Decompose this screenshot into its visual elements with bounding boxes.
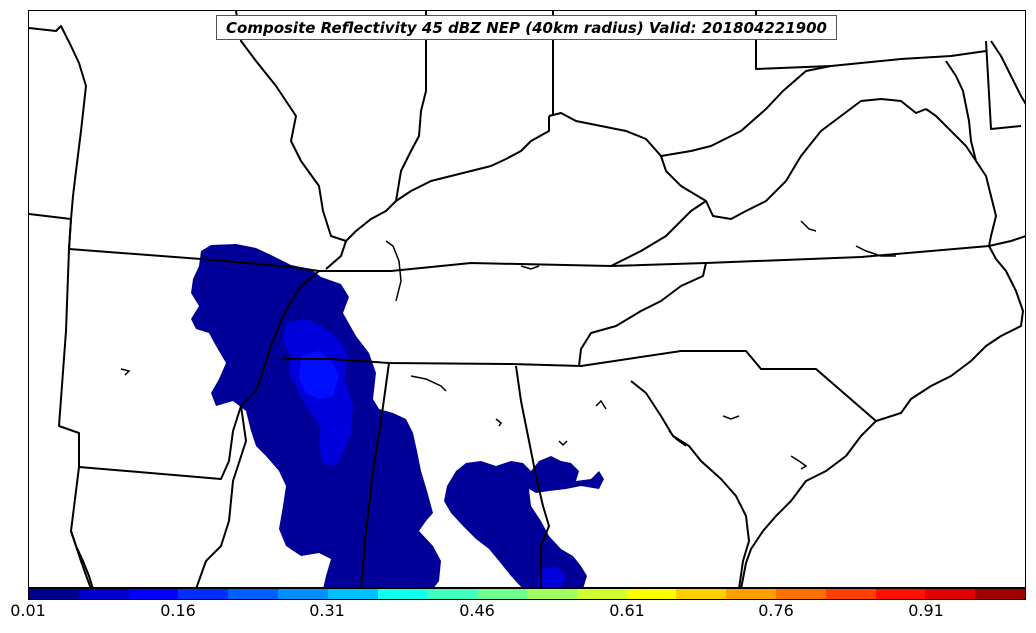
colorbar-segment — [377, 589, 428, 599]
colorbar-segment — [178, 589, 229, 599]
colorbar — [28, 588, 1026, 600]
colorbar-segment — [277, 589, 328, 599]
reservoir-4 — [800, 220, 817, 232]
colorbar-tick-label: 0.46 — [459, 601, 495, 620]
colorbar-segment — [975, 589, 1025, 599]
il-mo-line — [235, 11, 347, 242]
tn-south-line — [281, 350, 877, 422]
colorbar-tick-label: 0.31 — [309, 601, 345, 620]
colorbar-segment — [128, 589, 179, 599]
colorbar-segment — [477, 589, 527, 599]
colorbar-segment — [676, 589, 727, 599]
de-line — [985, 40, 1022, 130]
reservoir-5 — [722, 415, 740, 420]
ar-mo-line — [68, 248, 320, 272]
wv-ky-line — [548, 98, 927, 220]
map-frame — [28, 10, 1026, 588]
colorbar-segment — [626, 589, 677, 599]
lake-seminole — [595, 399, 607, 410]
mississippi-river — [29, 25, 87, 250]
tn-ky-line — [319, 245, 990, 272]
colorbar-segment — [576, 589, 627, 599]
colorbar-tick-label: 0.91 — [908, 601, 944, 620]
probability-area-small — [536, 566, 566, 587]
tn-nc-line — [578, 262, 707, 367]
kentucky-lake — [385, 240, 402, 302]
colorbar-tick-label: 0.76 — [758, 601, 794, 620]
colorbar-segment — [327, 589, 378, 599]
il-in-line — [395, 11, 427, 202]
chesapeake — [945, 60, 977, 162]
la-ms-river-lower — [70, 530, 94, 587]
colorbar-segment — [526, 589, 577, 599]
ga-sc-line — [630, 380, 750, 587]
la-ms-line — [195, 405, 247, 587]
colorbar-segment — [925, 589, 976, 599]
al-ga-line — [515, 365, 550, 587]
reservoir-7 — [495, 418, 503, 427]
colorbar-tick-label: 0.01 — [10, 601, 46, 620]
map-title: Composite Reflectivity 45 dBZ NEP (40km … — [226, 18, 827, 37]
md-line — [755, 11, 987, 70]
colorbar-segment — [726, 589, 776, 599]
colorbar-segment — [29, 589, 79, 599]
probability-fill — [191, 244, 604, 587]
colorbar-segment — [825, 589, 876, 599]
nc-coast — [740, 245, 1024, 587]
reservoir-2 — [520, 265, 540, 270]
nc-va-line — [988, 235, 1025, 247]
reservoir-3 — [855, 245, 896, 257]
colorbar-segment — [228, 589, 278, 599]
de-coast — [990, 40, 1025, 105]
probability-area-central — [444, 456, 604, 587]
ms-al-line — [360, 362, 390, 587]
map-title-box: Composite Reflectivity 45 dBZ NEP (40km … — [216, 15, 837, 40]
ohio-river — [325, 116, 550, 270]
reservoir-6 — [558, 440, 568, 447]
colorbar-segment — [427, 589, 478, 599]
lake-guntersville — [410, 375, 447, 392]
colorbar-tick-label: 0.16 — [160, 601, 196, 620]
state-boundaries — [29, 11, 1025, 587]
wv-va-line — [660, 65, 832, 157]
ok-ar-line — [29, 213, 92, 587]
colorbar-segment — [775, 589, 826, 599]
colorbar-tick-label: 0.61 — [609, 601, 645, 620]
lakes — [120, 220, 896, 470]
va-ky-line — [610, 200, 707, 267]
lake-marion — [790, 455, 808, 470]
colorbar-segment — [78, 589, 129, 599]
va-coast — [925, 108, 997, 247]
map-canvas — [29, 11, 1025, 587]
probability-area-higher — [299, 351, 339, 399]
lake-hartwell — [668, 430, 687, 447]
tx-ar-line — [78, 270, 320, 480]
colorbar-segment — [875, 589, 926, 599]
reservoir-1 — [120, 368, 131, 376]
